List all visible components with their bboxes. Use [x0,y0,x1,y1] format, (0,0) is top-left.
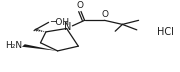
Text: ─OH: ─OH [50,18,69,27]
Text: HCl: HCl [157,27,174,37]
Text: O: O [102,10,109,19]
Text: H₂N: H₂N [5,41,22,50]
Text: O: O [77,1,84,10]
Polygon shape [22,44,58,51]
Text: N: N [64,22,71,32]
